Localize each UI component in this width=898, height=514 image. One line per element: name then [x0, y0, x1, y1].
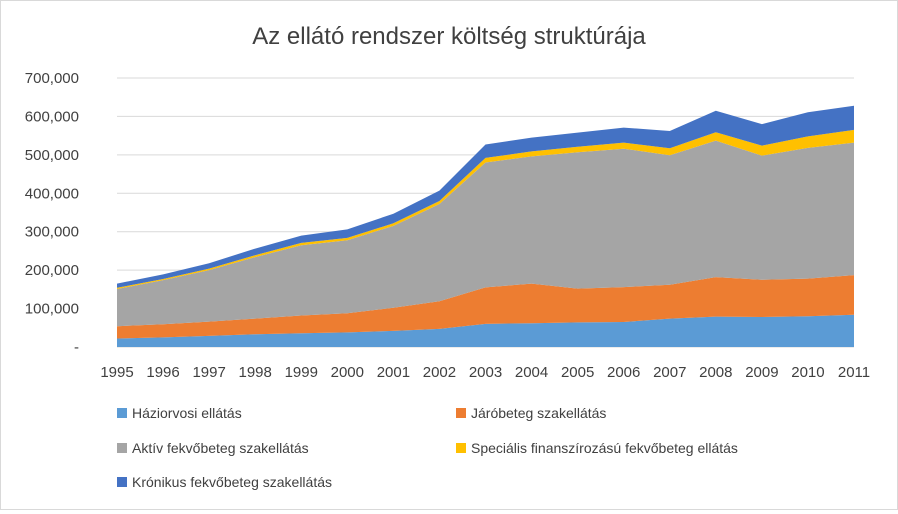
area-akt-v-fekv-beteg-szakell-t-s — [117, 140, 854, 327]
area-kr-nikus-fekv-beteg-szakell-t-s — [117, 105, 854, 288]
legend-swatch — [456, 408, 466, 418]
x-axis-tick-labels: 1995 1996 1997 1998 1999 2000 2001 2002 2003 2004… — [100, 364, 870, 381]
legend-label: Járóbeteg szakellátás — [471, 405, 606, 421]
x-tick-label: 1999 — [285, 364, 318, 381]
x-tick-label: 2000 — [331, 364, 364, 381]
y-tick-label: 100,000 — [25, 301, 79, 318]
area-speci-lis-finansz-roz-s-fekv-beteg-ell-t-s — [117, 129, 854, 289]
x-tick-label: 2004 — [515, 364, 548, 381]
x-tick-label: 1998 — [239, 364, 272, 381]
y-tick-label: - — [74, 339, 79, 356]
x-tick-label: 2001 — [377, 364, 410, 381]
legend-swatch — [117, 408, 127, 418]
x-tick-label: 2007 — [653, 364, 686, 381]
y-tick-label: 400,000 — [25, 185, 79, 202]
area-h-ziorvosi-ell-t-s — [117, 314, 854, 347]
chart-title: Az ellátó rendszer költség struktúrája — [252, 23, 646, 50]
legend-label: Aktív fekvőbeteg szakellátás — [132, 440, 309, 456]
y-tick-label: 300,000 — [25, 224, 79, 241]
legend-label: Krónikus fekvőbeteg szakellátás — [132, 474, 332, 490]
y-tick-label: 500,000 — [25, 147, 79, 164]
x-tick-label: 1996 — [146, 364, 179, 381]
x-tick-label: 2006 — [607, 364, 640, 381]
legend: Háziorvosi ellátás Járóbeteg szakellátás A… — [117, 405, 738, 490]
x-tick-label: 2003 — [469, 364, 502, 381]
x-tick-label: 1997 — [192, 364, 225, 381]
y-tick-label: 700,000 — [25, 70, 79, 87]
x-tick-label: 2011 — [838, 364, 870, 381]
legend-swatch — [456, 443, 466, 453]
x-tick-label: 2005 — [561, 364, 594, 381]
area-series — [117, 105, 854, 347]
area-j-r-beteg-szakell-t-s — [117, 275, 854, 339]
x-tick-label: 2008 — [699, 364, 732, 381]
legend-label: Speciális finanszírozású fekvőbeteg ellá… — [471, 440, 738, 456]
x-tick-label: 2002 — [423, 364, 456, 381]
x-tick-label: 2009 — [745, 364, 778, 381]
legend-label: Háziorvosi ellátás — [132, 405, 242, 421]
x-tick-label: 1995 — [100, 364, 133, 381]
legend-swatch — [117, 477, 127, 487]
y-tick-label: 600,000 — [25, 108, 79, 125]
y-axis-tick-labels: - 100,000 200,000 300,000 400,000 500,000 600,… — [25, 70, 79, 356]
x-tick-label: 2010 — [791, 364, 824, 381]
y-tick-label: 200,000 — [25, 262, 79, 279]
legend-swatch — [117, 443, 127, 453]
